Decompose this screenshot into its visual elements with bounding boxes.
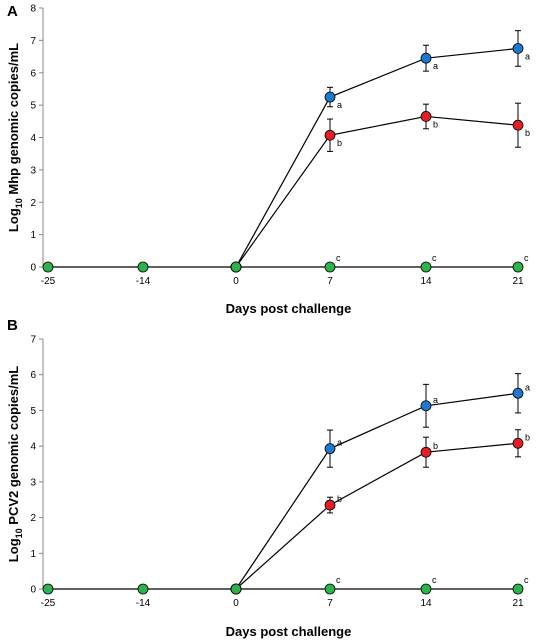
series-line (235, 115, 519, 268)
significance-letter: c (524, 575, 529, 585)
significance-letter: a (337, 438, 342, 448)
data-point (420, 52, 432, 64)
x-tick-label: 7 (327, 276, 333, 287)
significance-letter: c (432, 575, 437, 585)
data-point (137, 583, 149, 595)
y-tick-label: 2 (30, 198, 36, 209)
y-axis-title: Log10 PCV2 genomic copies/mL (6, 366, 24, 562)
y-axis-title-base: Log (6, 208, 21, 232)
y-tick-label: 0 (30, 585, 36, 596)
panel-b-chart: B 0 1 2 3 4 5 6 7 -25 -14 0 7 14 21 Days post challenge… (6, 317, 530, 639)
x-tick-label: 21 (512, 598, 524, 609)
x-axis-title: Days post challenge (226, 624, 352, 639)
y-axis-title-subscript: 10 (14, 198, 24, 208)
significance-letter: b (525, 432, 530, 442)
series-line (235, 47, 519, 268)
y-tick-label: 5 (30, 101, 36, 112)
y-tick-label: 4 (30, 133, 36, 144)
y-axis-title-rest: PCV2 genomic copies/mL (6, 366, 21, 529)
x-tick-label: 21 (512, 276, 524, 287)
data-point (420, 400, 432, 412)
data-point (420, 583, 432, 595)
y-axis-title-rest: Mhp genomic copies/mL (6, 43, 21, 198)
significance-letter: b (433, 441, 438, 451)
x-tick-label: -14 (136, 276, 151, 287)
x-tick-label: -25 (41, 598, 56, 609)
y-tick-label: 3 (30, 165, 36, 176)
data-point (324, 91, 336, 103)
y-tick-label: 6 (30, 68, 36, 79)
x-tick-label: -25 (41, 276, 56, 287)
data-point (42, 583, 54, 595)
x-tick-label: 14 (420, 276, 432, 287)
y-tick-label: 7 (30, 36, 36, 47)
data-point (512, 43, 524, 54)
data-point (324, 499, 336, 511)
panel-letter: B (7, 317, 18, 334)
series-line (235, 392, 519, 590)
significance-letter: c (432, 253, 437, 263)
data-point (230, 583, 242, 595)
significance-letter: a (433, 61, 438, 71)
data-point (512, 387, 524, 399)
significance-letter: a (433, 395, 438, 405)
y-tick-label: 5 (30, 406, 36, 417)
y-tick-label: 1 (30, 230, 36, 241)
data-point (42, 261, 54, 273)
x-tick-label: 14 (420, 598, 432, 609)
data-point (230, 261, 242, 273)
y-tick-label: 1 (30, 549, 36, 560)
significance-letter: b (337, 138, 342, 148)
series-line (235, 442, 519, 590)
significance-letter: b (337, 494, 342, 504)
panel-a-chart: A 0 1 2 3 4 5 6 7 8 -25 -14 0 7 14 21 Days post challeng… (6, 3, 530, 316)
data-point (324, 261, 336, 273)
x-tick-label: 0 (233, 276, 239, 287)
significance-letter: a (337, 100, 342, 110)
y-axis-title: Log10 Mhp genomic copies/mL (6, 43, 24, 232)
data-point (324, 443, 336, 455)
panel-letter: A (7, 3, 18, 20)
data-point (512, 437, 524, 449)
significance-letter: a (525, 51, 530, 61)
y-tick-label: 2 (30, 513, 36, 524)
y-tick-label: 3 (30, 477, 36, 488)
y-tick-label: 0 (30, 263, 36, 274)
x-tick-label: 7 (327, 598, 333, 609)
data-point (420, 446, 432, 458)
significance-letter: b (433, 119, 438, 129)
significance-letter: c (524, 253, 529, 263)
significance-letter: c (336, 575, 341, 585)
data-point (324, 129, 336, 141)
data-point (420, 111, 432, 122)
x-tick-label: 0 (233, 598, 239, 609)
data-point (512, 261, 524, 273)
significance-letter: c (336, 253, 341, 263)
data-point (324, 583, 336, 595)
data-point (512, 583, 524, 595)
significance-letter: b (525, 128, 530, 138)
y-tick-label: 6 (30, 370, 36, 381)
y-axis-title-base: Log (6, 538, 21, 562)
significance-letter: a (525, 382, 530, 392)
data-point (512, 119, 524, 131)
data-point (420, 261, 432, 273)
x-axis-title: Days post challenge (226, 301, 352, 316)
data-point (137, 261, 149, 273)
y-tick-label: 8 (30, 4, 36, 15)
y-axis-title-subscript: 10 (14, 528, 24, 538)
y-tick-label: 7 (30, 335, 36, 346)
x-tick-label: -14 (136, 598, 151, 609)
y-tick-label: 4 (30, 442, 36, 453)
